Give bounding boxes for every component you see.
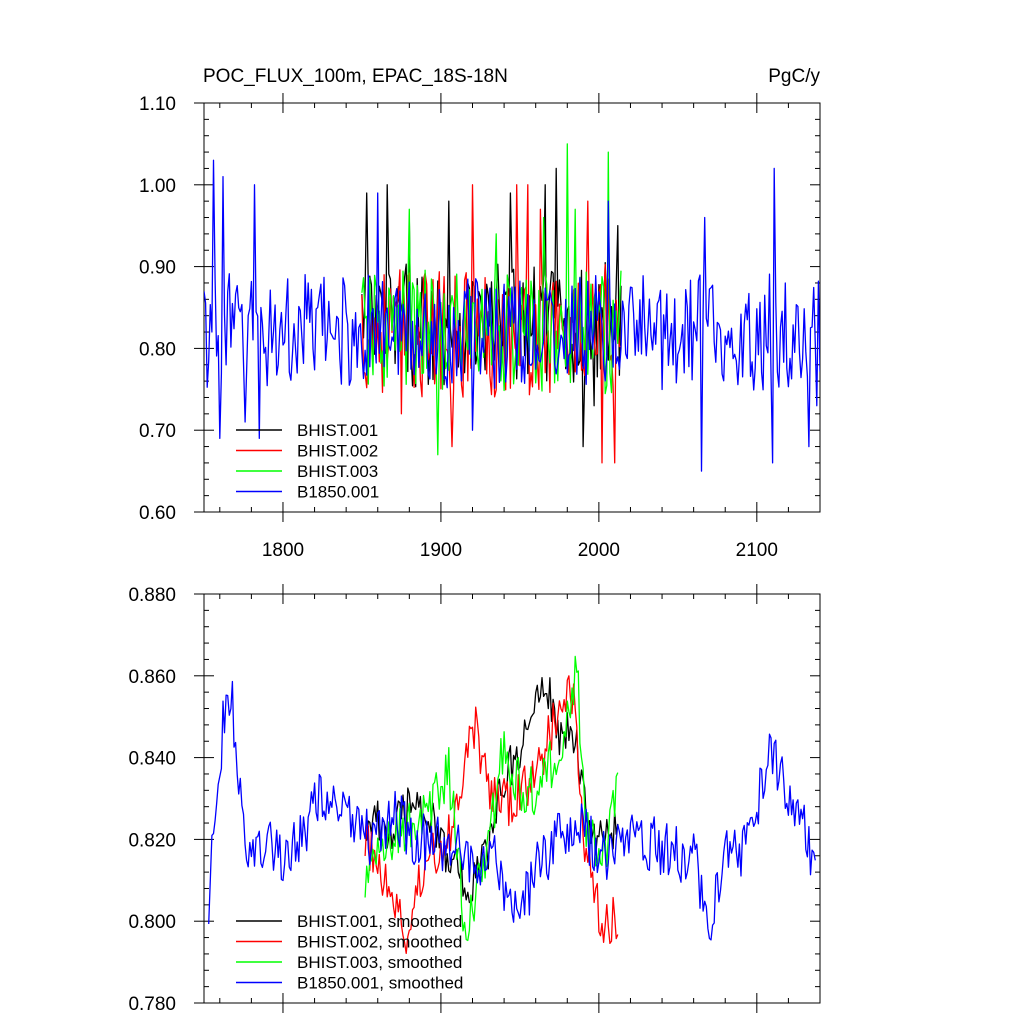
legend-label: BHIST.002 (297, 442, 378, 461)
series-line-b1850-001 (204, 159, 820, 472)
series-group (204, 143, 820, 472)
x-tick-label: 1800 (262, 540, 304, 561)
y-tick-label: 1.10 (139, 94, 176, 115)
y-tick-label: 0.800 (128, 912, 176, 933)
legend-label: BHIST.003 (297, 462, 378, 481)
legend-label: BHIST.001, smoothed (297, 912, 462, 931)
bottom-panel: 0.780 0.800 0.820 0.840 0.860 0.880 BHIST.001,… (128, 584, 821, 1015)
series-line-bhist-001-smoothed (364, 677, 619, 904)
y-tick-label: 0.880 (128, 585, 176, 606)
chart-title: POC_FLUX_100m, EPAC_18S-18N (203, 66, 508, 87)
legend-label: BHIST.003, smoothed (297, 953, 462, 972)
legend-label: B1850.001, smoothed (297, 974, 463, 993)
legend-label: BHIST.001 (297, 421, 378, 440)
series-line-b1850-001-smoothed (208, 680, 816, 941)
legend: BHIST.001, smoothed BHIST.002, smoothedBH… (236, 912, 463, 993)
y-tick-label: 0.840 (128, 749, 176, 770)
x-tick-label: 2000 (578, 540, 620, 561)
x-tick-label: 1900 (420, 540, 462, 561)
y-tick-label: 0.80 (139, 339, 176, 360)
legend-label: BHIST.002, smoothed (297, 933, 462, 952)
plot-frame (203, 593, 821, 1004)
y-tick-label: 1.00 (139, 176, 176, 197)
series-group (208, 655, 816, 955)
units-label: PgC/y (768, 66, 820, 87)
y-tick-label: 0.90 (139, 258, 176, 279)
top-panel: 0.60 0.70 0.80 0.90 1.00 1.10 1800 1900 2000 2100… (139, 93, 821, 561)
y-tick-label: 0.820 (128, 830, 176, 851)
y-tick-label: 0.780 (128, 994, 176, 1015)
y-tick-label: 0.60 (139, 503, 176, 524)
legend-label: B1850.001 (297, 483, 379, 502)
y-tick-label: 0.70 (139, 421, 176, 442)
plot-frame (203, 102, 821, 513)
series-line-bhist-002-smoothed (364, 675, 619, 955)
y-tick-label: 0.860 (128, 667, 176, 688)
x-tick-label: 2100 (736, 540, 778, 561)
